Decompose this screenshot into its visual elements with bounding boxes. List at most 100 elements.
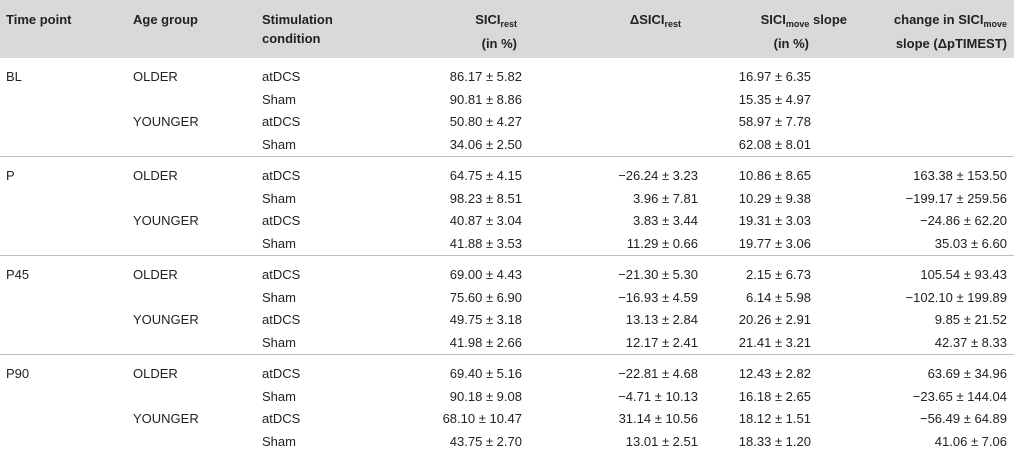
header-sici-move-rest: slope	[809, 12, 847, 27]
header-sici-rest-main: SICI	[475, 12, 501, 27]
table-row: P45 OLDER atDCS 69.00 ± 4.43 −21.30 ± 5.30 2.…	[0, 255, 1014, 287]
table-row: Sham 43.75 ± 2.70 13.01 ± 2.51 18.33 ± 1.20…	[0, 431, 1014, 454]
header-delta-sici-rest: ΔSICIrest	[575, 0, 713, 58]
header-stim-line2: condition	[262, 31, 321, 46]
cell-delta-sici-rest: −22.81 ± 4.68	[575, 354, 713, 386]
cell-stimulation: atDCS	[262, 156, 397, 188]
cell-change-sici-move	[864, 111, 1014, 134]
cell-age-group	[133, 134, 262, 157]
cell-time-point	[0, 332, 133, 355]
cell-stimulation: Sham	[262, 190, 296, 206]
table-header: Time point Age group Stimulation conditi…	[0, 0, 1014, 58]
cell-time-point	[0, 309, 133, 332]
cell-stimulation: Sham	[262, 433, 296, 449]
cell-time-point	[0, 188, 133, 211]
table-row: P90 OLDER atDCS 69.40 ± 5.16 −22.81 ± 4.68 12…	[0, 354, 1014, 386]
cell-stimulation: atDCS	[262, 312, 301, 328]
cell-age-group	[133, 89, 262, 112]
cell-stimulation: atDCS	[262, 411, 301, 427]
cell-age-group	[133, 233, 262, 256]
cell-delta-sici-rest: −21.30 ± 5.30	[575, 255, 713, 287]
cell-age-group	[133, 188, 262, 211]
cell-sici-rest: 34.06 ± 2.50	[449, 136, 522, 152]
header-row: Time point Age group Stimulation conditi…	[0, 0, 1014, 58]
cell-change-sici-move: −56.49 ± 64.89	[919, 411, 1007, 427]
table-row: Sham 41.98 ± 2.66 12.17 ± 2.41 21.41 ± 3.21…	[0, 332, 1014, 355]
cell-stimulation: Sham	[262, 235, 296, 251]
header-delta-sici-rest-main: ΔSICI	[629, 12, 665, 27]
header-sici-move-main: SICI	[760, 12, 786, 27]
cell-age-group	[133, 386, 262, 409]
cell-sici-rest: 69.40 ± 5.16	[397, 354, 575, 386]
cell-time-point	[0, 210, 133, 233]
cell-change-sici-move: 105.54 ± 93.43	[864, 255, 1014, 287]
cell-time-point	[0, 386, 133, 409]
cell-sici-rest: 64.75 ± 4.15	[397, 156, 575, 188]
cell-sici-move-slope: 19.31 ± 3.03	[738, 213, 811, 229]
cell-delta-sici-rest	[575, 58, 713, 89]
table-row: Sham 98.23 ± 8.51 3.96 ± 7.81 10.29 ± 9.38 −…	[0, 188, 1014, 211]
table-row: Sham 90.18 ± 9.08 −4.71 ± 10.13 16.18 ± 2.6…	[0, 386, 1014, 409]
header-change-line1-sub: move	[983, 19, 1007, 29]
table-row: YOUNGER atDCS 50.80 ± 4.27 58.97 ± 7.78	[0, 111, 1014, 134]
cell-change-sici-move	[864, 58, 1014, 89]
cell-sici-rest: 41.98 ± 2.66	[449, 334, 522, 350]
cell-time-point: P90	[0, 354, 133, 386]
header-sici-move-slope: SICImove slope (in %)	[713, 0, 864, 58]
cell-sici-rest: 69.00 ± 4.43	[397, 255, 575, 287]
cell-sici-rest: 90.18 ± 9.08	[449, 388, 522, 404]
cell-sici-rest: 90.81 ± 8.86	[449, 91, 522, 107]
cell-stimulation: Sham	[262, 91, 296, 107]
cell-age-group: YOUNGER	[133, 312, 199, 328]
cell-sici-move-slope: 12.43 ± 2.82	[713, 354, 864, 386]
cell-delta-sici-rest	[575, 111, 713, 134]
cell-sici-move-slope: 10.86 ± 8.65	[713, 156, 864, 188]
cell-sici-move-slope: 18.33 ± 1.20	[738, 433, 811, 449]
cell-age-group: YOUNGER	[133, 213, 199, 229]
cell-stimulation: Sham	[262, 136, 296, 152]
cell-age-group: YOUNGER	[133, 411, 199, 427]
cell-change-sici-move: 9.85 ± 21.52	[934, 312, 1007, 328]
cell-time-point	[0, 431, 133, 454]
cell-change-sici-move: −102.10 ± 199.89	[905, 289, 1007, 305]
cell-sici-move-slope: 58.97 ± 7.78	[738, 114, 811, 130]
cell-age-group	[133, 431, 262, 454]
cell-delta-sici-rest: −4.71 ± 10.13	[618, 388, 698, 404]
cell-sici-rest: 41.88 ± 3.53	[449, 235, 522, 251]
cell-stimulation: atDCS	[262, 213, 301, 229]
cell-change-sici-move: 63.69 ± 34.96	[864, 354, 1014, 386]
table-row: YOUNGER atDCS 49.75 ± 3.18 13.13 ± 2.84 20.2…	[0, 309, 1014, 332]
cell-change-sici-move: −199.17 ± 259.56	[905, 190, 1007, 206]
cell-sici-rest: 49.75 ± 3.18	[449, 312, 522, 328]
cell-change-sici-move: 35.03 ± 6.60	[934, 235, 1007, 251]
cell-age-group: OLDER	[133, 156, 262, 188]
cell-time-point	[0, 89, 133, 112]
table-body: BL OLDER atDCS 86.17 ± 5.82 16.97 ± 6.35 Sham…	[0, 58, 1014, 453]
cell-delta-sici-rest: 12.17 ± 2.41	[625, 334, 698, 350]
cell-delta-sici-rest: 31.14 ± 10.56	[618, 411, 698, 427]
cell-time-point: BL	[6, 69, 22, 85]
cell-change-sici-move	[864, 89, 1014, 112]
cell-change-sici-move: 163.38 ± 153.50	[864, 156, 1014, 188]
cell-delta-sici-rest: −16.93 ± 4.59	[618, 289, 698, 305]
cell-sici-move-slope: 62.08 ± 8.01	[738, 136, 811, 152]
cell-stimulation: atDCS	[262, 354, 397, 386]
cell-stimulation: atDCS	[262, 255, 397, 287]
cell-stimulation: Sham	[262, 289, 296, 305]
table-row: Sham 41.88 ± 3.53 11.29 ± 0.66 19.77 ± 3.06…	[0, 233, 1014, 256]
cell-age-group: OLDER	[133, 354, 262, 386]
cell-sici-move-slope: 6.14 ± 5.98	[746, 289, 811, 305]
cell-sici-move-slope: 21.41 ± 3.21	[738, 334, 811, 350]
cell-delta-sici-rest: 11.29 ± 0.66	[626, 235, 698, 251]
cell-delta-sici-rest: 3.83 ± 3.44	[633, 213, 698, 229]
cell-age-group: OLDER	[133, 255, 262, 287]
cell-time-point	[0, 233, 133, 256]
cell-sici-move-slope: 2.15 ± 6.73	[713, 255, 864, 287]
cell-delta-sici-rest: 13.13 ± 2.84	[625, 312, 698, 328]
header-time-point: Time point	[0, 0, 133, 58]
header-change-sici-move: change in SICImove slope (ΔpTIMEST)	[864, 0, 1014, 58]
cell-delta-sici-rest: 13.01 ± 2.51	[625, 433, 698, 449]
cell-time-point: P	[0, 156, 133, 188]
cell-stimulation: Sham	[262, 334, 296, 350]
